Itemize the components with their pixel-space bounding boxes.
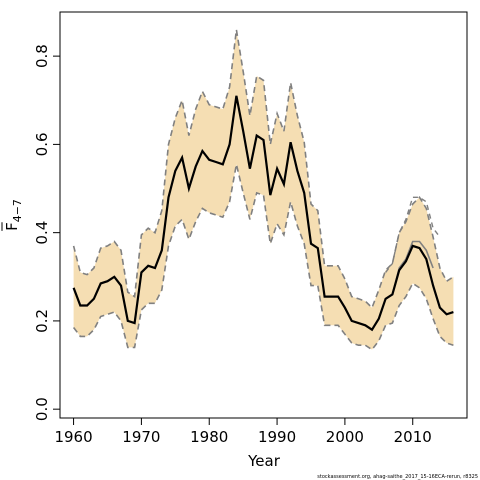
x-tick-label: 1980 — [190, 428, 228, 446]
series-line-layer — [72, 29, 454, 351]
upper-bound-line — [72, 29, 454, 310]
x-axis-title: Year — [247, 452, 281, 470]
x-tick-label: 2010 — [394, 428, 432, 446]
x-tick-label: 1960 — [54, 428, 92, 446]
confidence-band-layer — [73, 29, 454, 350]
y-tick-label: 0.2 — [33, 309, 51, 333]
x-axis: 1960 1970 1980 1990 2000 2010 — [54, 418, 432, 446]
y-axis-title-main: F — [3, 222, 21, 231]
x-tick-label: 1990 — [258, 428, 296, 446]
retrospective-upper-line — [385, 196, 441, 273]
plot-frame — [59, 11, 468, 419]
footer-credit: stockassessment.org, ahag-saithe_2017_15… — [317, 474, 478, 480]
estimate-line — [72, 95, 454, 332]
y-tick-label: 0.4 — [33, 221, 51, 245]
y-tick-label: 0.8 — [33, 44, 51, 68]
y-axis: 0.0 0.2 0.4 0.6 0.8 — [33, 44, 60, 421]
svg-text:F4−7: F4−7 — [3, 199, 24, 231]
y-axis-title-subscript: 4−7 — [11, 199, 24, 222]
lower-bound-line — [72, 164, 454, 351]
x-tick-label: 1970 — [122, 428, 160, 446]
confidence-band — [73, 29, 454, 350]
y-tick-label: 0.6 — [33, 132, 51, 156]
y-axis-title: F4−7 — [1, 199, 24, 231]
x-tick-label: 2000 — [326, 428, 364, 446]
y-tick-label: 0.0 — [33, 397, 51, 421]
